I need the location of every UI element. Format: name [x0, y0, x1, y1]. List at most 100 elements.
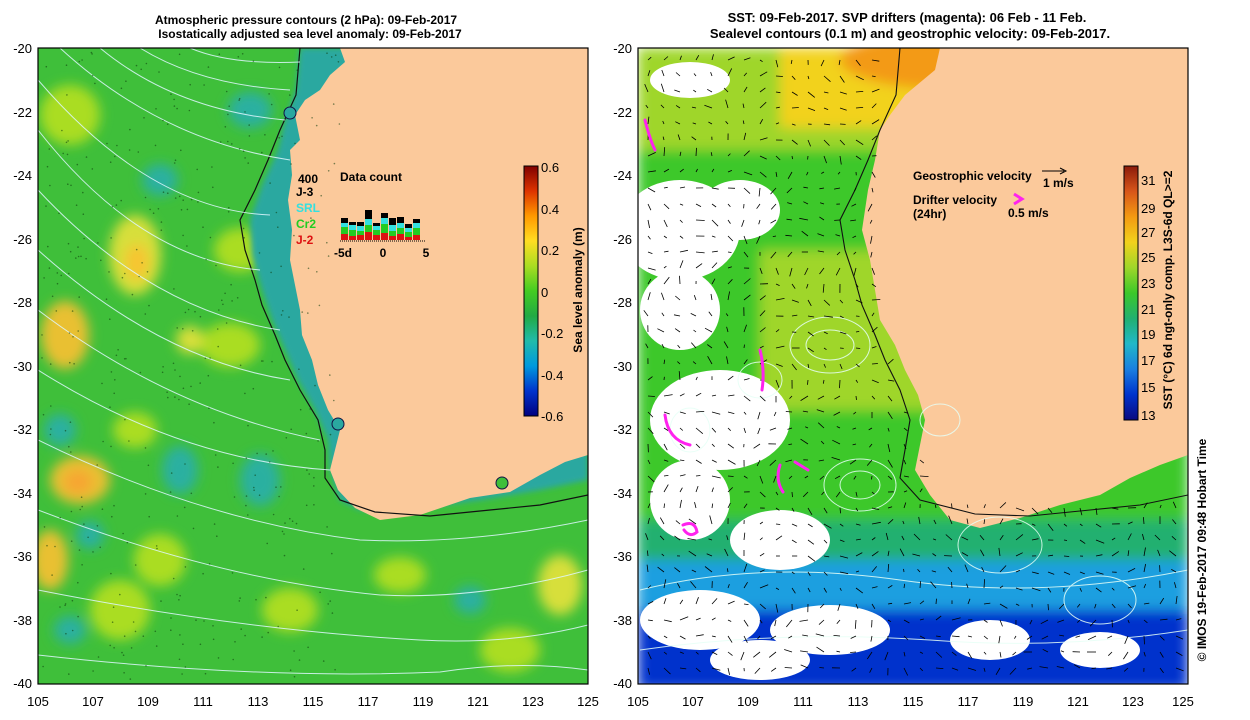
velocity-arrow	[869, 219, 873, 224]
velocity-arrow	[743, 581, 748, 589]
velocity-arrow	[775, 283, 780, 286]
velocity-arrow	[775, 155, 781, 161]
australia-land	[862, 48, 1188, 528]
grid-dot	[121, 276, 124, 279]
velocity-arrow	[966, 583, 969, 589]
velocity-arrow	[869, 443, 873, 448]
grid-dot	[298, 659, 301, 661]
grid-dot	[81, 564, 83, 566]
velocity-arrow	[903, 667, 909, 676]
grid-dot	[123, 358, 126, 360]
velocity-arrow	[1175, 635, 1184, 640]
velocity-arrow	[647, 251, 653, 254]
velocity-arrow	[663, 168, 670, 173]
grid-dot	[282, 310, 284, 312]
velocity-arrow	[871, 135, 878, 141]
velocity-arrow	[647, 635, 651, 639]
grid-dot	[155, 545, 158, 547]
velocity-arrow	[791, 91, 798, 96]
velocity-arrow	[871, 363, 878, 365]
velocity-arrow	[871, 537, 876, 541]
left-title-line1: Atmospheric pressure contours (2 hPa): 0…	[155, 13, 457, 27]
velocity-arrow	[791, 507, 795, 512]
velocity-arrow	[823, 75, 831, 83]
velocity-arrow	[818, 619, 825, 625]
grid-dot	[176, 593, 178, 596]
velocity-arrow	[903, 635, 909, 641]
grid-dot	[176, 515, 179, 517]
velocity-arrow	[723, 87, 729, 93]
velocity-arrow	[695, 485, 699, 493]
lat-label: -32	[613, 422, 632, 437]
grid-dot	[264, 134, 266, 136]
velocity-arrow	[919, 600, 925, 605]
velocity-arrow	[819, 216, 825, 221]
inset-bar-segment	[357, 231, 364, 235]
grid-dot	[258, 494, 261, 497]
velocity-arrow	[741, 219, 745, 227]
velocity-arrow	[775, 603, 779, 613]
velocity-arrow	[823, 363, 826, 368]
velocity-arrow	[756, 235, 761, 244]
cloud-gaps	[638, 62, 1140, 680]
velocity-arrow	[834, 475, 841, 480]
lat-label: -28	[613, 295, 632, 310]
grid-dot	[170, 93, 172, 95]
lat-label: -22	[613, 105, 632, 120]
grid-dot	[134, 564, 137, 566]
grid-dot	[77, 615, 79, 618]
velocity-arrow	[663, 394, 673, 397]
velocity-arrow	[675, 72, 681, 77]
grid-dot	[124, 272, 126, 275]
grid-dot	[213, 421, 215, 424]
grid-dot	[50, 428, 52, 430]
grid-dot	[184, 311, 187, 314]
velocity-arrow	[674, 535, 681, 541]
grid-dot	[66, 153, 69, 156]
lat-label: -30	[13, 359, 32, 374]
grid-dot	[208, 407, 210, 410]
velocity-arrow	[1063, 539, 1068, 541]
grid-dot	[170, 472, 173, 474]
grid-dot	[146, 271, 149, 273]
left-map-frame	[37, 47, 589, 685]
velocity-arrow	[711, 487, 714, 493]
grid-dot	[99, 546, 101, 549]
velocity-arrow	[871, 59, 880, 62]
velocity-arrow	[775, 91, 781, 94]
lon-label: 119	[1013, 694, 1034, 709]
grid-dot	[329, 433, 332, 436]
velocity-arrow	[711, 411, 721, 415]
velocity-arrow	[831, 457, 841, 461]
grid-dot	[243, 237, 245, 239]
grid-dot	[190, 492, 193, 495]
grid-dot	[126, 541, 129, 544]
velocity-arrow	[983, 667, 986, 672]
velocity-arrow	[817, 233, 825, 237]
grid-dot	[45, 205, 47, 207]
velocity-arrow	[919, 459, 925, 464]
velocity-arrow	[769, 427, 777, 431]
velocity-arrow	[823, 107, 829, 110]
velocity-arrow	[1041, 635, 1049, 640]
velocity-arrow	[823, 571, 828, 576]
velocity-arrow	[663, 56, 669, 61]
grid-dot	[78, 60, 81, 63]
velocity-arrow	[675, 520, 681, 525]
velocity-arrow	[1077, 619, 1081, 623]
velocity-arrow	[661, 69, 665, 77]
grid-dot	[173, 288, 175, 290]
velocity-arrow	[759, 537, 763, 541]
grid-dot	[197, 191, 200, 194]
grid-dot	[96, 525, 99, 527]
velocity-arrow	[647, 475, 655, 483]
velocity-arrow	[999, 603, 1008, 609]
inset-bar-segment	[413, 219, 420, 223]
sst-colorbar: 31 29 27 25 23 21 19 17 15 13 SST (°C) 6…	[1123, 165, 1175, 423]
velocity-arrow	[679, 260, 684, 269]
sea-level-colorbar: 0.6 0.4 0.2 0 -0.2 -0.4 -0.6 Sea level a…	[523, 160, 585, 424]
grid-dot	[199, 643, 202, 646]
grid-dot	[110, 237, 112, 239]
velocity-arrow	[1143, 602, 1150, 605]
velocity-arrow	[754, 667, 761, 674]
